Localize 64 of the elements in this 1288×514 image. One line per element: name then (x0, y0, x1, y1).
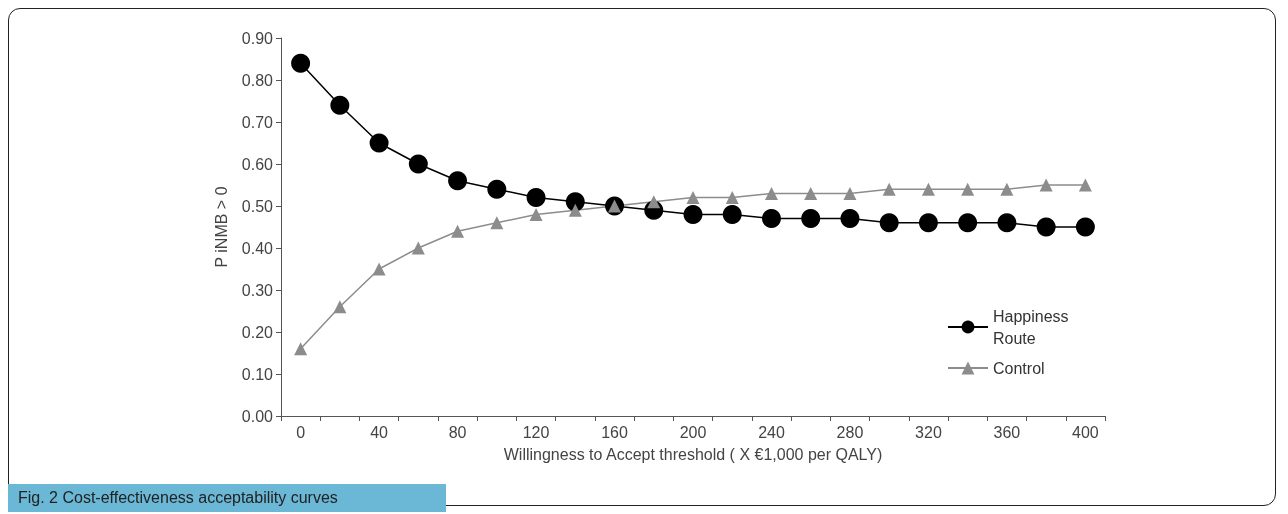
point (1078, 178, 1092, 192)
point (369, 133, 389, 153)
point (958, 213, 978, 233)
x-tick-label: 200 (679, 423, 707, 441)
point (1075, 217, 1095, 237)
point (879, 213, 899, 233)
point (490, 216, 504, 230)
point (840, 209, 860, 229)
point (997, 213, 1017, 233)
point (408, 154, 428, 174)
y-tick-label: 0.10 (241, 365, 274, 383)
x-tick-label: 0 (296, 423, 306, 441)
y-tick-label: 0.90 (241, 29, 274, 47)
point (764, 186, 778, 200)
y-tick-label: 0.50 (241, 197, 274, 215)
y-tick-label: 0.70 (241, 113, 274, 131)
point (918, 213, 938, 233)
point (921, 182, 935, 196)
y-tick-label: 0.00 (241, 407, 274, 425)
point (330, 95, 350, 115)
point (411, 241, 425, 255)
point (801, 209, 821, 229)
point (1039, 178, 1053, 192)
point (526, 188, 546, 208)
y-tick-label: 0.80 (241, 71, 274, 89)
x-tick-label: 400 (1072, 423, 1099, 441)
point (372, 262, 386, 276)
x-tick-label: 320 (915, 423, 942, 441)
point (448, 171, 468, 191)
point (291, 53, 311, 73)
y-axis-title: P iNMB > 0 (212, 186, 230, 268)
point (843, 186, 857, 200)
point (961, 182, 975, 196)
point (529, 207, 543, 221)
x-tick-label: 80 (448, 423, 467, 441)
point (686, 191, 700, 205)
y-tick-label: 0.40 (241, 239, 274, 257)
x-tick-label: 240 (758, 423, 785, 441)
x-tick-label: 280 (836, 423, 864, 441)
x-axis-title: Willingness to Accept threshold ( X €1,000 per QALY) (503, 445, 883, 463)
point (683, 204, 703, 224)
point (762, 209, 781, 229)
point (722, 204, 742, 224)
x-tick-label: 160 (601, 423, 628, 441)
point (451, 224, 465, 238)
x-tick-label: 40 (370, 423, 389, 441)
point (725, 191, 739, 205)
point (294, 342, 308, 356)
legend-label: Control (993, 359, 1045, 377)
point (487, 179, 507, 199)
point (1000, 182, 1014, 196)
point (333, 300, 347, 314)
point (804, 186, 818, 200)
text: Fig. 2 Cost-effectiveness acceptability curves (8, 484, 446, 512)
point (568, 203, 582, 217)
y-tick-label: 0.60 (241, 155, 274, 173)
y-tick-label: 0.30 (241, 281, 274, 299)
x-tick-label: 360 (993, 423, 1021, 441)
legend-label: Happiness Route (993, 307, 1074, 347)
y-tick-label: 0.20 (241, 323, 274, 341)
point (1036, 217, 1056, 237)
point (647, 195, 661, 209)
x-tick-label: 120 (522, 423, 550, 441)
point (882, 182, 896, 196)
